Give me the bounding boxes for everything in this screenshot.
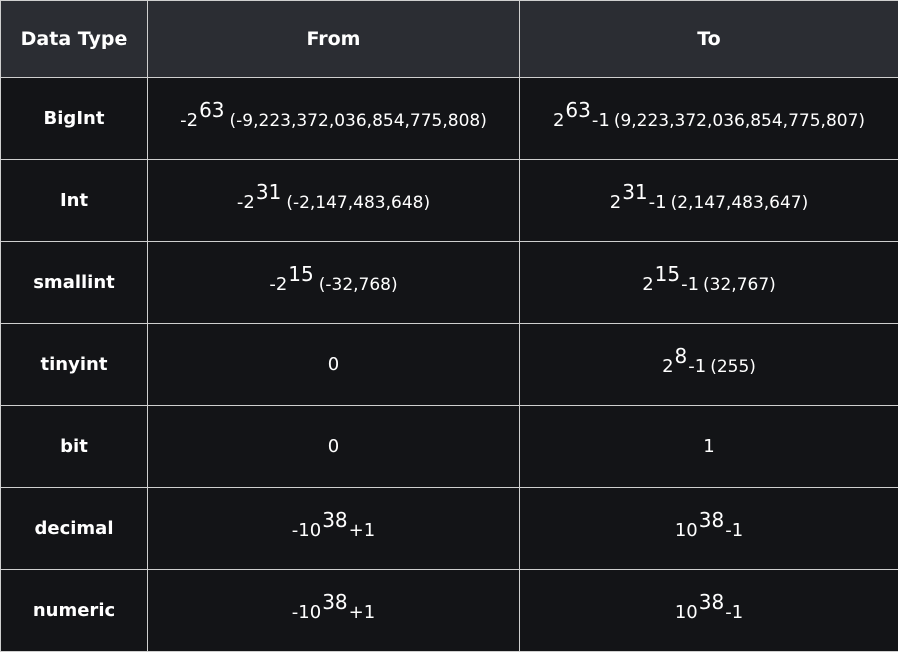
range-tail: -1 — [681, 274, 699, 295]
data-type-name: tinyint — [1, 324, 148, 406]
range-base: 10 — [675, 520, 698, 541]
range-to: 1 — [520, 406, 898, 488]
range-tail: +1 — [349, 602, 376, 623]
table-row: tinyint 0 28-1(255) — [1, 324, 898, 406]
data-type-name: BigInt — [1, 78, 148, 160]
range-from: -1038+1 — [148, 570, 520, 652]
range-to: 263-1(9,223,372,036,854,775,807) — [520, 78, 898, 160]
range-exponent: 38 — [322, 590, 347, 614]
range-tail: -1 — [725, 602, 743, 623]
range-base: -2 — [269, 274, 287, 295]
range-exponent: 15 — [288, 262, 313, 286]
table-row: bit 0 1 — [1, 406, 898, 488]
range-exponent: 31 — [256, 180, 281, 204]
data-type-name: bit — [1, 406, 148, 488]
range-exponent: 15 — [655, 262, 680, 286]
range-exponent: 38 — [322, 508, 347, 532]
range-decimal-value: (32,767) — [703, 275, 776, 295]
range-tail: -1 — [725, 520, 743, 541]
data-type-name: decimal — [1, 488, 148, 570]
data-type-name: numeric — [1, 570, 148, 652]
range-tail: -1 — [592, 110, 610, 131]
table-header-row: Data Type From To — [1, 1, 898, 78]
range-base: 0 — [328, 436, 339, 457]
range-exponent: 63 — [199, 98, 224, 122]
header-from: From — [148, 1, 520, 78]
range-tail: -1 — [649, 192, 667, 213]
range-exponent: 63 — [565, 98, 590, 122]
range-base: 10 — [675, 602, 698, 623]
range-to: 1038-1 — [520, 488, 898, 570]
range-base: 1 — [703, 436, 714, 457]
range-base: -10 — [292, 602, 321, 623]
range-base: -10 — [292, 520, 321, 541]
range-to: 215-1(32,767) — [520, 242, 898, 324]
table-row: BigInt -263(-9,223,372,036,854,775,808) … — [1, 78, 898, 160]
range-decimal-value: (-2,147,483,648) — [286, 193, 430, 213]
range-base: 2 — [642, 274, 653, 295]
range-decimal-value: (-9,223,372,036,854,775,808) — [230, 111, 487, 131]
range-from: -1038+1 — [148, 488, 520, 570]
range-to: 28-1(255) — [520, 324, 898, 406]
range-decimal-value: (9,223,372,036,854,775,807) — [614, 111, 865, 131]
table-row: smallint -215(-32,768) 215-1(32,767) — [1, 242, 898, 324]
range-decimal-value: (-32,768) — [319, 275, 398, 295]
range-base: 0 — [328, 354, 339, 375]
header-to: To — [520, 1, 898, 78]
range-exponent: 8 — [675, 344, 688, 368]
table-row: Int -231(-2,147,483,648) 231-1(2,147,483… — [1, 160, 898, 242]
range-base: -2 — [237, 192, 255, 213]
range-to: 231-1(2,147,483,647) — [520, 160, 898, 242]
range-base: 2 — [662, 356, 673, 377]
range-exponent: 31 — [622, 180, 647, 204]
range-decimal-value: (255) — [710, 357, 756, 377]
range-from: -263 (-9,223,372,036,854,775,808) — [148, 78, 520, 160]
range-exponent: 38 — [699, 508, 724, 532]
range-tail: -1 — [688, 356, 706, 377]
data-type-name: smallint — [1, 242, 148, 324]
range-from: 0 — [148, 324, 520, 406]
header-data-type: Data Type — [1, 1, 148, 78]
range-base: 2 — [610, 192, 621, 213]
range-decimal-value: (2,147,483,647) — [671, 193, 809, 213]
range-base: -2 — [180, 110, 198, 131]
data-type-name: Int — [1, 160, 148, 242]
table-row: numeric -1038+1 1038-1 — [1, 570, 898, 652]
range-exponent: 38 — [699, 590, 724, 614]
range-from: -231(-2,147,483,648) — [148, 160, 520, 242]
range-tail: +1 — [349, 520, 376, 541]
range-from: -215 (-32,768) — [148, 242, 520, 324]
table-row: decimal -1038+1 1038-1 — [1, 488, 898, 570]
range-to: 1038-1 — [520, 570, 898, 652]
range-from: 0 — [148, 406, 520, 488]
range-base: 2 — [553, 110, 564, 131]
